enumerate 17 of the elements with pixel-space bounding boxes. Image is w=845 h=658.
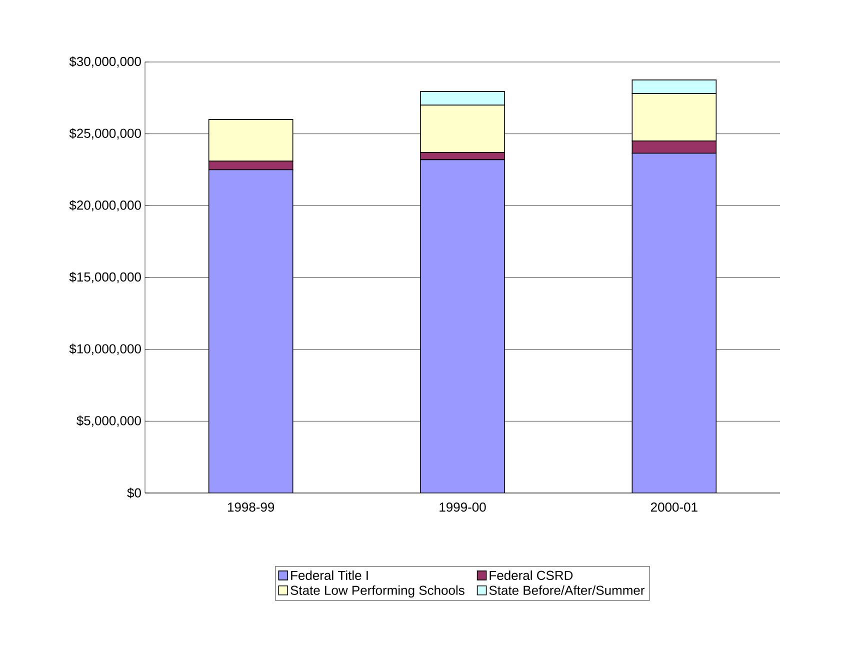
- x-tick-label: 2000-01: [650, 502, 698, 512]
- y-tick-label: $10,000,000: [69, 344, 141, 355]
- y-tick-label: $5,000,000: [76, 416, 141, 427]
- y-tick-label: $20,000,000: [69, 200, 141, 212]
- bar: [208, 169, 294, 493]
- legend-label: State Before/After/Summer: [489, 585, 645, 595]
- y-tick-label: $15,000,000: [69, 272, 141, 284]
- bar: [632, 152, 717, 493]
- x-tick-label: 1998-99: [228, 502, 274, 512]
- legend-label: Federal Title I: [291, 570, 368, 580]
- y-tick-label: $30,000,000: [69, 56, 141, 68]
- legend-label: State Low Performing Schools: [290, 585, 464, 598]
- y-tick-label: $0: [127, 488, 141, 498]
- y-tick-label: $25,000,000: [69, 128, 141, 140]
- bar: [420, 159, 505, 493]
- x-tick-label: 1999-00: [440, 502, 486, 512]
- legend-label: Federal CSRD: [490, 570, 573, 580]
